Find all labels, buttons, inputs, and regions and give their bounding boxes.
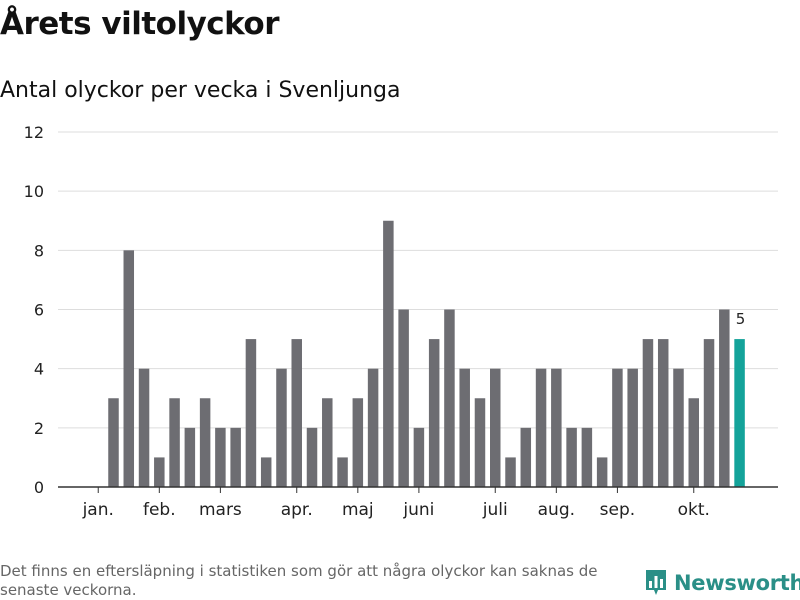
bar <box>291 339 302 487</box>
data-label: 5 <box>736 310 746 328</box>
y-tick-label: 0 <box>34 478 44 497</box>
bar <box>703 339 715 487</box>
bar <box>596 457 608 487</box>
bar <box>184 427 196 487</box>
bar <box>551 368 562 487</box>
bar <box>245 339 257 487</box>
bar <box>719 309 730 487</box>
bar <box>108 398 119 487</box>
newsworthy-logo-text: Newsworthy <box>674 571 800 595</box>
chart-subtitle: Antal olyckor per vecka i Svenljunga <box>0 78 401 103</box>
y-tick-label: 8 <box>34 241 44 260</box>
bar <box>581 427 593 487</box>
newsworthy-logo-icon <box>646 570 666 595</box>
x-tick-label: okt. <box>678 500 710 520</box>
newsworthy-logo[interactable]: Newsworthy <box>644 566 800 600</box>
bar <box>352 398 364 487</box>
bar <box>566 427 577 487</box>
x-tick-label: mars <box>199 500 242 520</box>
bar <box>520 427 532 487</box>
bar <box>276 368 287 487</box>
bar <box>642 339 654 487</box>
bar <box>123 250 135 487</box>
bar <box>688 398 700 487</box>
bar <box>398 309 409 487</box>
bar <box>322 398 333 487</box>
x-tick-label: maj <box>342 500 374 520</box>
y-tick-label: 2 <box>34 419 44 438</box>
y-tick-label: 4 <box>34 360 44 379</box>
bar <box>306 427 318 487</box>
bar <box>367 368 379 487</box>
bar <box>337 457 348 487</box>
bar <box>138 368 150 487</box>
x-tick-label: apr. <box>281 500 313 520</box>
bar <box>428 339 440 487</box>
bar <box>657 339 669 487</box>
bar <box>154 457 165 487</box>
bar <box>413 427 425 487</box>
bar <box>169 398 180 487</box>
bar <box>260 457 272 487</box>
bar <box>505 457 516 487</box>
footnote: Det finns en eftersläpning i statistiken… <box>0 562 598 599</box>
x-tick-label: aug. <box>538 500 575 520</box>
bar <box>215 427 226 487</box>
bar <box>199 398 211 487</box>
bar <box>673 368 684 487</box>
bar <box>612 368 623 487</box>
bar-chart: 0 2 4 6 8 10 12 5 jan. feb. mars apr. maj juni juli aug… <box>24 123 778 520</box>
y-tick-label: 10 <box>24 182 44 201</box>
bar <box>535 368 547 487</box>
x-tick-label: juni <box>402 500 434 520</box>
x-tick-label: juli <box>482 500 508 520</box>
x-tick-label: jan. <box>82 500 114 520</box>
bar <box>474 398 486 487</box>
x-tick-label: feb. <box>143 500 176 520</box>
bar <box>230 427 241 487</box>
bar-highlight <box>734 339 745 487</box>
x-tick-label: sep. <box>600 500 636 520</box>
bar <box>459 368 470 487</box>
bar <box>490 368 501 487</box>
bar <box>383 220 394 487</box>
chart-title: Årets viltolyckor <box>0 6 280 42</box>
bar <box>627 368 638 487</box>
bar <box>444 309 455 487</box>
y-tick-label: 12 <box>24 123 44 142</box>
y-tick-label: 6 <box>34 301 44 320</box>
